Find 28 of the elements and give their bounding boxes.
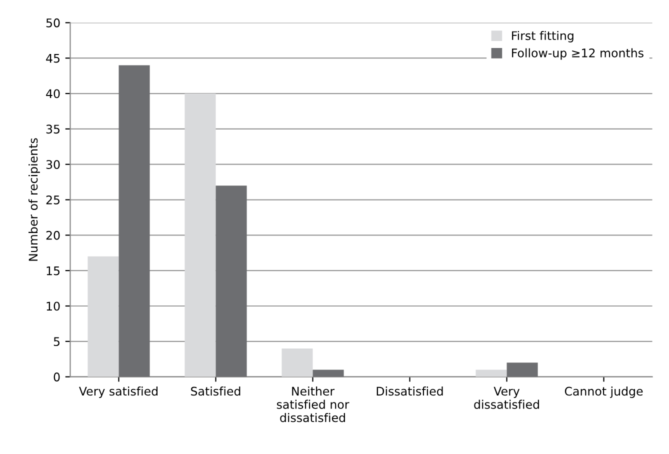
bar xyxy=(88,256,119,377)
legend-label: Follow-up ≥12 months xyxy=(512,48,644,60)
y-axis-title: Number of recipients xyxy=(28,138,40,261)
y-tick-label: 20 xyxy=(46,230,60,240)
x-tick-label: Very satisfied xyxy=(79,386,158,398)
y-tick-label: 50 xyxy=(46,18,60,28)
x-tick-label: Very dissatisfied xyxy=(474,386,539,409)
y-tick-label: 35 xyxy=(46,124,60,134)
bar xyxy=(506,362,538,377)
y-tick-label: 30 xyxy=(46,160,60,169)
bar xyxy=(476,370,507,377)
y-tick-label: 45 xyxy=(46,54,60,63)
y-tick-label: 0 xyxy=(54,372,60,382)
y-tick-label: 40 xyxy=(46,89,60,98)
y-tick-label: 25 xyxy=(46,195,60,204)
bar xyxy=(312,370,344,377)
y-tick-label: 15 xyxy=(46,266,60,276)
bar xyxy=(118,65,150,377)
x-tick-label: Dissatisfied xyxy=(376,386,443,396)
x-tick-label: Satisfied xyxy=(191,386,240,396)
x-tick-label: Neither satisfied nor dissatisfied xyxy=(276,386,350,422)
bar xyxy=(184,94,216,377)
bar xyxy=(216,186,247,377)
y-tick-label: 5 xyxy=(54,337,60,346)
legend-label: First fitting xyxy=(512,30,574,42)
bar xyxy=(282,348,313,377)
x-tick-label: Cannot judge xyxy=(564,386,643,398)
y-tick-label: 10 xyxy=(46,302,60,311)
